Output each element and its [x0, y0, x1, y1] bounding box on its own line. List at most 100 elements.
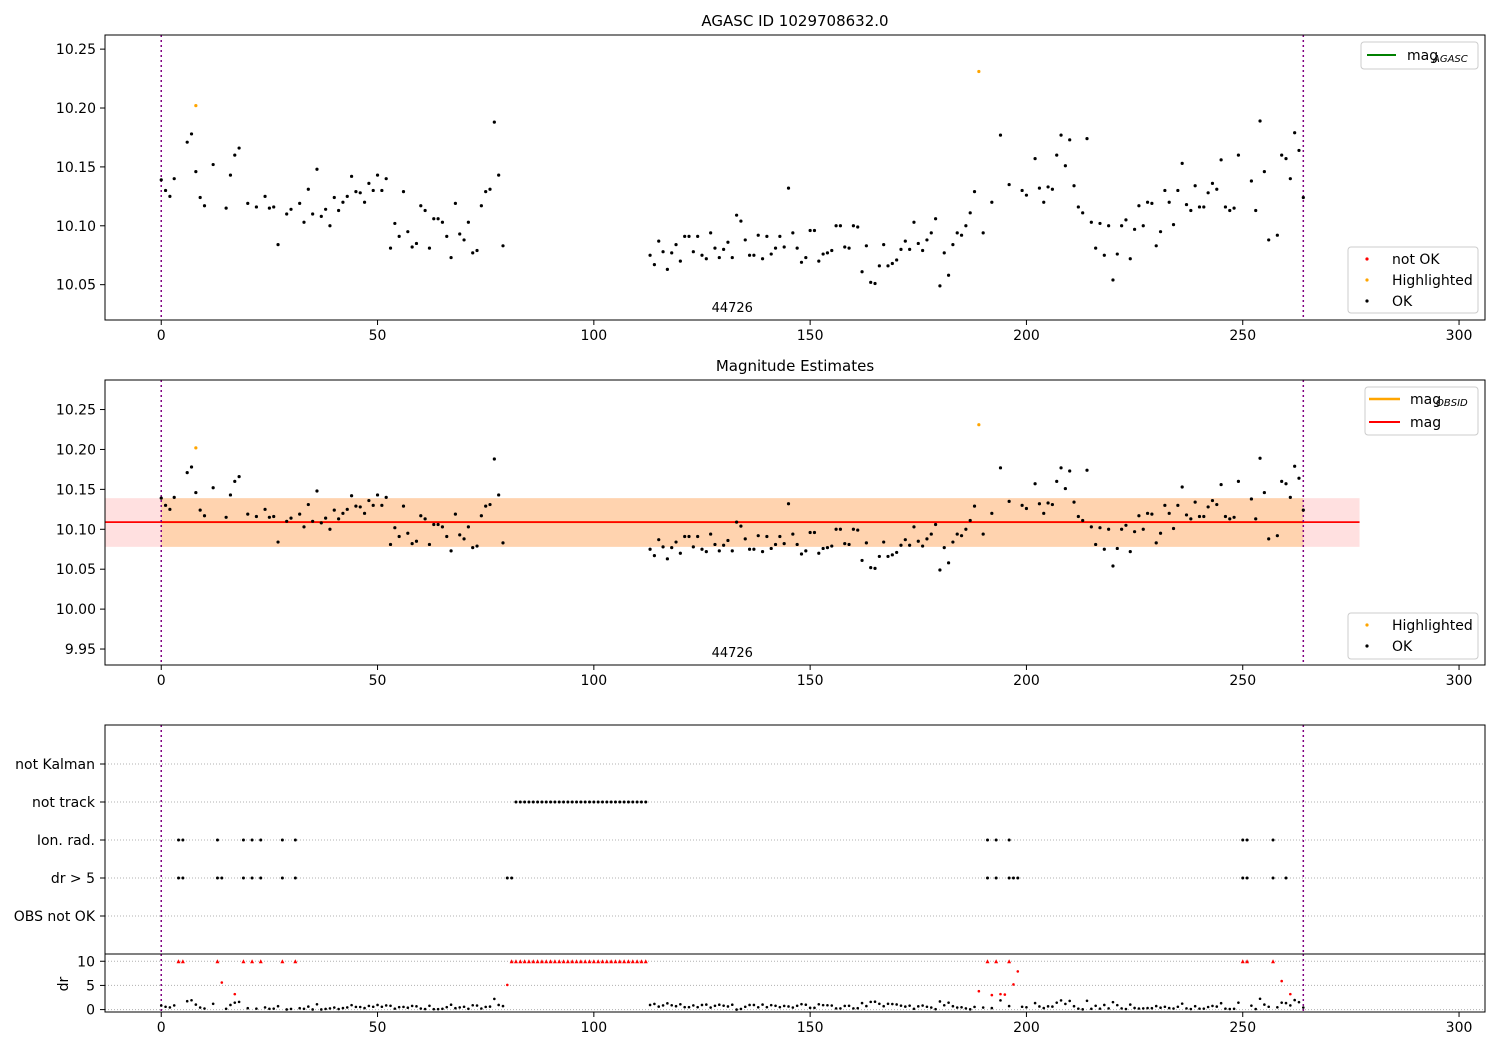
ok-point — [1111, 278, 1115, 282]
dr-point — [432, 1007, 436, 1011]
ok-point — [916, 539, 920, 543]
ok-point — [1258, 119, 1262, 123]
ok-point — [1089, 220, 1093, 224]
ok-point — [488, 502, 492, 507]
dr-point — [895, 1003, 898, 1006]
ok-point — [769, 546, 773, 551]
flag-point — [579, 800, 583, 804]
ok-point — [1055, 153, 1059, 157]
ok-point — [163, 503, 168, 507]
ok-point — [722, 247, 726, 251]
dr-point — [237, 1000, 241, 1004]
ok-point — [691, 545, 695, 549]
dr-capped-marker — [1271, 959, 1276, 964]
ok-point — [1137, 514, 1141, 518]
ok-point — [877, 554, 881, 559]
dr-point — [925, 1005, 929, 1009]
flag-point — [600, 800, 604, 804]
ok-point — [1202, 514, 1206, 519]
ok-point — [427, 542, 432, 547]
dr-point — [311, 1008, 314, 1011]
ok-point — [1171, 526, 1176, 531]
ok-point — [825, 251, 830, 255]
dr-capped-marker — [994, 959, 999, 964]
dr-point — [203, 1007, 206, 1010]
dr-point — [804, 1003, 808, 1007]
flag-point — [557, 800, 561, 804]
flag-point — [613, 800, 617, 804]
dr-point — [700, 1003, 704, 1007]
category-label: dr > 5 — [51, 871, 95, 887]
ok-point — [267, 206, 271, 210]
x-tick-label: 50 — [369, 1020, 387, 1036]
ok-point — [860, 558, 864, 563]
ok-point — [959, 233, 964, 237]
dr-point — [657, 1005, 661, 1008]
ok-point — [1145, 511, 1150, 515]
dr-point — [341, 1006, 345, 1010]
dr-point — [393, 1007, 397, 1010]
ok-point — [648, 547, 652, 551]
ok-point — [198, 195, 202, 200]
dr-point — [847, 1004, 851, 1008]
flag-point — [986, 838, 990, 842]
ok-point — [1094, 246, 1098, 250]
dr-point — [159, 1004, 163, 1007]
dr-point — [1081, 1008, 1084, 1011]
ok-point — [211, 162, 215, 167]
ok-point — [882, 540, 886, 544]
dr-point — [1085, 999, 1089, 1003]
ok-point — [1042, 511, 1046, 515]
ok-point — [821, 546, 825, 551]
ok-point — [786, 186, 791, 190]
dr-point — [324, 1007, 327, 1011]
ok-point — [440, 220, 445, 224]
dr-point — [198, 1006, 202, 1009]
ok-point — [1197, 514, 1202, 519]
ok-point — [371, 503, 375, 507]
ok-point — [445, 234, 449, 238]
ok-point — [492, 120, 496, 124]
dr-point — [172, 1004, 176, 1007]
flag-point — [622, 800, 626, 804]
plot-frame — [104, 34, 1486, 321]
ok-point — [254, 205, 259, 209]
ok-point — [1141, 224, 1145, 228]
ok-point — [722, 543, 726, 547]
ok-point — [315, 167, 319, 171]
ok-point — [804, 549, 808, 553]
ok-point — [808, 530, 812, 535]
flag-point — [1245, 838, 1249, 842]
category-label: not track — [32, 795, 96, 811]
flag-point — [596, 800, 600, 804]
dr-point — [1038, 1005, 1041, 1008]
flag-point — [1241, 838, 1245, 842]
ok-point — [713, 246, 717, 250]
ok-point — [1189, 517, 1193, 521]
ok-point — [1236, 153, 1241, 157]
dr-point — [406, 1006, 410, 1009]
dr-point — [1276, 1005, 1279, 1009]
dr-point — [1163, 1005, 1167, 1009]
ok-point — [488, 187, 492, 191]
highlighted-point — [977, 423, 981, 427]
ok-point — [1280, 153, 1284, 157]
ok-point — [674, 540, 678, 544]
dr-point — [1232, 1007, 1236, 1011]
ok-point — [912, 220, 916, 224]
flag-point — [250, 876, 254, 880]
dr-point — [782, 1004, 786, 1008]
dr-point — [826, 1003, 829, 1007]
dr-capped-marker — [1245, 959, 1250, 964]
ok-point — [1189, 208, 1193, 213]
dr-point — [1098, 1007, 1102, 1010]
ok-point — [1150, 201, 1154, 206]
legend-label: Highlighted — [1392, 273, 1473, 289]
ok-point — [683, 234, 687, 238]
ok-point — [371, 188, 375, 193]
ok-point — [1020, 503, 1024, 507]
ok-point — [276, 540, 280, 544]
flag-point — [177, 838, 181, 842]
dr-point — [670, 1003, 674, 1007]
ok-point — [501, 244, 505, 248]
